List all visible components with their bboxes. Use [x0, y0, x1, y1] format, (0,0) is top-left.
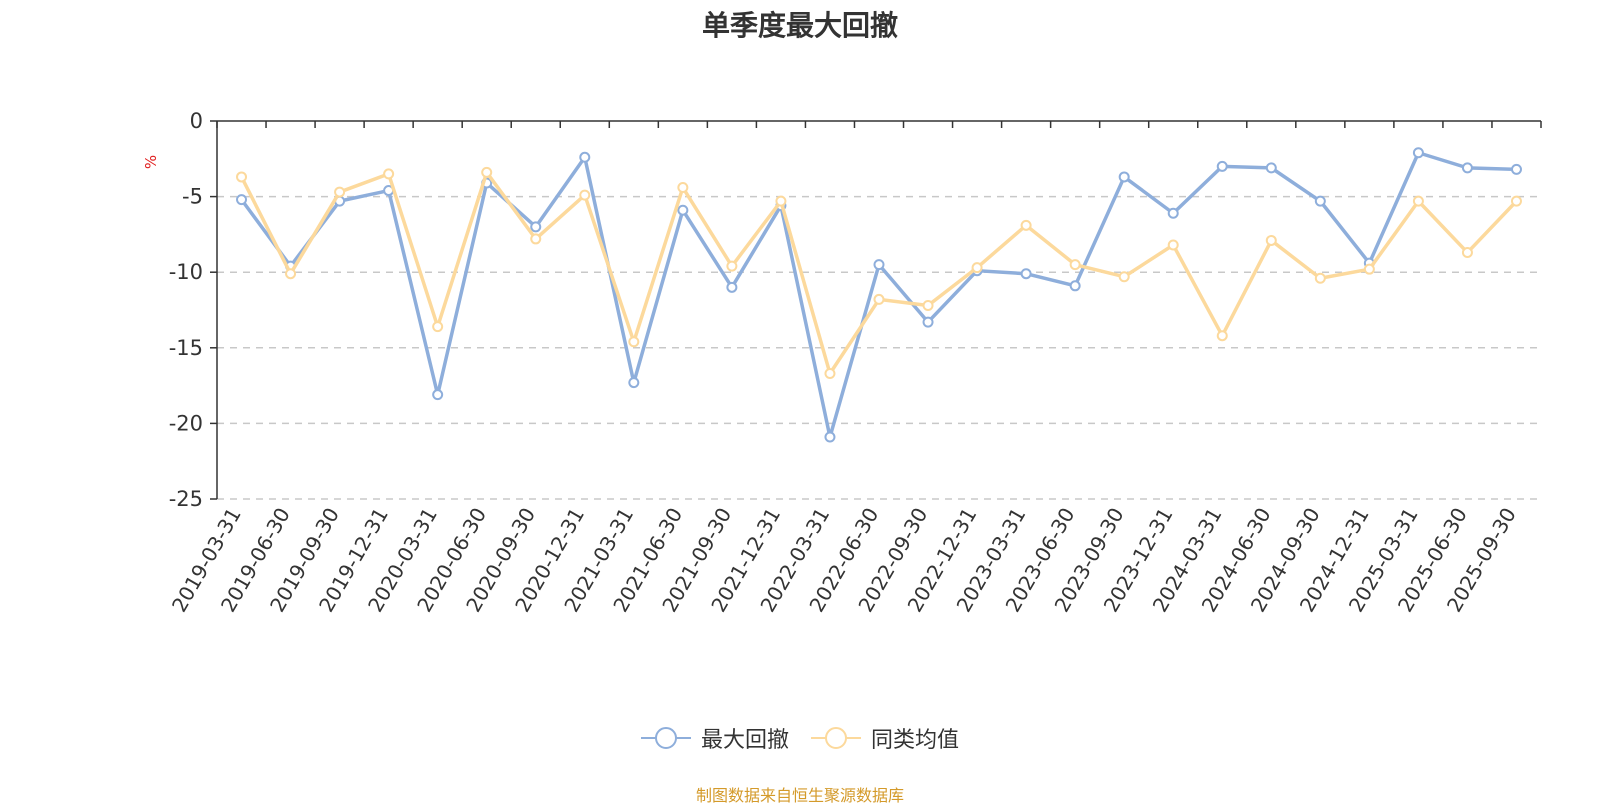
data-point [1314, 272, 1326, 284]
data-point [1118, 271, 1130, 283]
legend: 最大回撤 同类均值 [0, 722, 1600, 754]
data-point [1069, 280, 1081, 292]
data-point [1216, 160, 1228, 172]
data-point [824, 368, 836, 380]
data-point [1265, 162, 1277, 174]
data-point [383, 168, 395, 180]
data-point [432, 389, 444, 401]
data-point [579, 151, 591, 163]
data-point [432, 321, 444, 333]
y-tick-label: -25 [169, 487, 203, 511]
chart-title: 单季度最大回撤 [701, 9, 898, 42]
data-point [677, 204, 689, 216]
data-point [824, 431, 836, 443]
legend-label: 最大回撤 [700, 728, 789, 753]
data-point [1510, 163, 1522, 175]
y-tick-label: -5 [182, 185, 203, 209]
data-point [1412, 195, 1424, 207]
y-tick-label: -20 [169, 411, 203, 435]
legend-label: 同类均值 [871, 728, 960, 753]
data-point [775, 195, 787, 207]
data-point [971, 262, 983, 274]
y-tick-label: -15 [169, 336, 203, 360]
data-point [628, 336, 640, 348]
data-point [481, 166, 493, 178]
data-point [1461, 247, 1473, 259]
data-point [726, 260, 738, 272]
data-point [530, 221, 542, 233]
source-note: 制图数据来自恒生聚源数据库 [695, 786, 904, 805]
data-point [922, 299, 934, 311]
data-point [1020, 268, 1032, 280]
data-point [1510, 195, 1522, 207]
data-point [1069, 259, 1081, 271]
data-point [1167, 207, 1179, 219]
data-point [1167, 239, 1179, 251]
data-point [236, 194, 248, 206]
y-tick-label: -10 [169, 260, 203, 284]
data-point [1412, 147, 1424, 159]
data-point [873, 259, 885, 271]
data-point [530, 233, 542, 245]
data-point [628, 377, 640, 389]
data-point [1363, 263, 1375, 275]
axes: 0-5-10-15-20-252019-03-312019-06-302019-… [167, 109, 1542, 616]
data-point [1020, 219, 1032, 231]
data-point [1265, 234, 1277, 246]
legend-item[interactable]: 最大回撤 [640, 722, 789, 754]
data-point [334, 186, 346, 198]
data-point [873, 293, 885, 305]
data-point [1314, 195, 1326, 207]
data-point [285, 268, 297, 280]
data-point [677, 182, 689, 194]
series [236, 147, 1522, 443]
series-2 [236, 166, 1522, 380]
legend-swatch-icon [811, 727, 861, 749]
y-tick-label: 0 [190, 109, 203, 133]
legend-item[interactable]: 同类均值 [811, 722, 959, 754]
data-point [1216, 330, 1228, 342]
data-point [1461, 162, 1473, 174]
data-point [922, 316, 934, 328]
data-point [236, 171, 248, 183]
legend-swatch-icon [640, 727, 691, 749]
data-point [726, 281, 738, 293]
data-point [579, 189, 591, 201]
y-axis-unit-label: % [142, 155, 160, 169]
data-point [1118, 171, 1130, 183]
grid-lines [217, 195, 1541, 500]
